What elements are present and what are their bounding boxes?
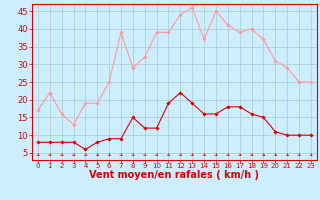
X-axis label: Vent moyen/en rafales ( km/h ): Vent moyen/en rafales ( km/h ): [89, 170, 260, 180]
